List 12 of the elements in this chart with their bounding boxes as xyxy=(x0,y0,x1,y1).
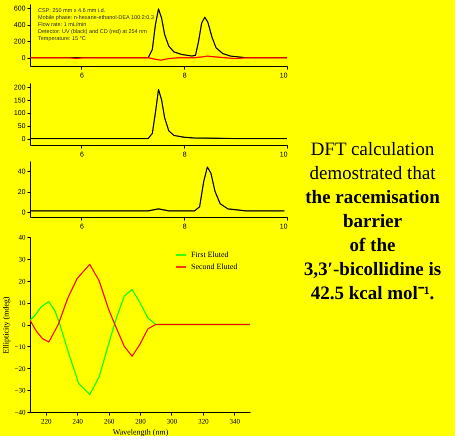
text: barrier xyxy=(342,211,403,232)
y-axis-title: Ellipticity (mdeg) xyxy=(2,296,11,354)
text: of the xyxy=(350,235,396,256)
text: DFT calculation xyxy=(310,139,435,160)
legend-label: Second Eluted xyxy=(191,262,238,271)
text: the racemisation xyxy=(305,187,440,208)
legend-label: First Eluted xyxy=(191,250,229,259)
text: 3,3′-bicollidine is xyxy=(304,259,442,280)
line-series xyxy=(30,264,250,357)
text: demostrated that xyxy=(309,163,436,184)
x-axis-title: Wavelength (nm) xyxy=(112,428,169,436)
text: 42.5 kcal mol⁻¹. xyxy=(310,283,434,304)
